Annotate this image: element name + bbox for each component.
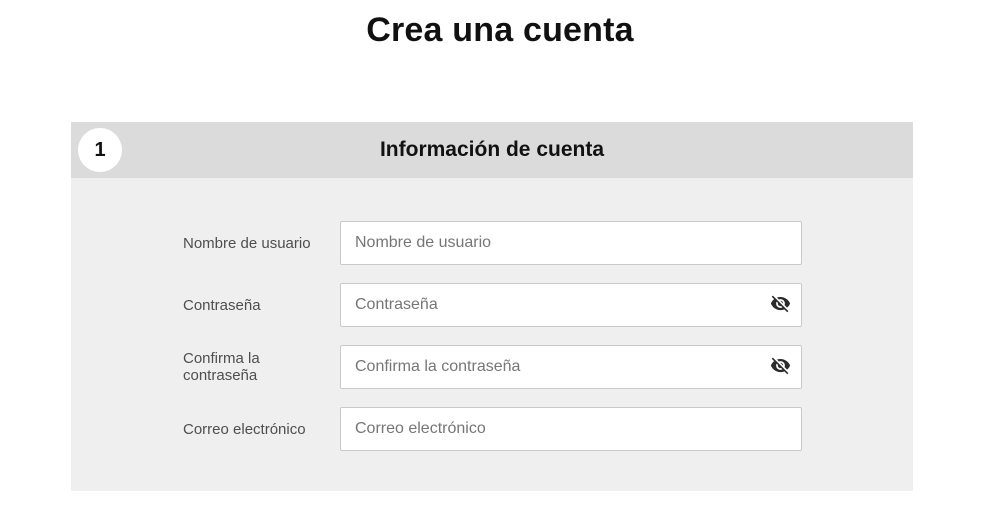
username-input[interactable] bbox=[340, 221, 802, 265]
section-title: Información de cuenta bbox=[379, 138, 605, 161]
step-number-badge: 1 bbox=[78, 128, 122, 172]
username-label: Nombre de usuario bbox=[183, 234, 311, 252]
form-row-confirm-password: Confirma la contraseña bbox=[183, 345, 913, 389]
confirm-password-visibility-toggle[interactable] bbox=[767, 354, 793, 380]
eye-slash-icon bbox=[770, 355, 791, 379]
confirm-password-input-wrap bbox=[340, 345, 802, 389]
password-input[interactable] bbox=[340, 283, 802, 327]
eye-slash-icon bbox=[770, 293, 791, 317]
form-row-username: Nombre de usuario bbox=[183, 221, 913, 265]
password-label: Contraseña bbox=[183, 296, 261, 314]
email-label: Correo electrónico bbox=[183, 420, 306, 438]
page-title: Crea una cuenta bbox=[366, 11, 634, 49]
account-info-section: 1 Información de cuenta Nombre de usuari… bbox=[71, 122, 913, 491]
email-input-wrap bbox=[340, 407, 802, 451]
form-row-password: Contraseña bbox=[183, 283, 913, 327]
section-body: Nombre de usuario Contraseña Confirma l bbox=[71, 178, 913, 491]
step-number: 1 bbox=[94, 138, 106, 161]
password-visibility-toggle[interactable] bbox=[767, 292, 793, 318]
form-row-email: Correo electrónico bbox=[183, 407, 913, 451]
email-input[interactable] bbox=[340, 407, 802, 451]
confirm-password-label: Confirma la contraseña bbox=[183, 350, 260, 384]
password-input-wrap bbox=[340, 283, 802, 327]
username-input-wrap bbox=[340, 221, 802, 265]
confirm-password-input[interactable] bbox=[340, 345, 802, 389]
section-header: 1 Información de cuenta bbox=[71, 122, 913, 178]
